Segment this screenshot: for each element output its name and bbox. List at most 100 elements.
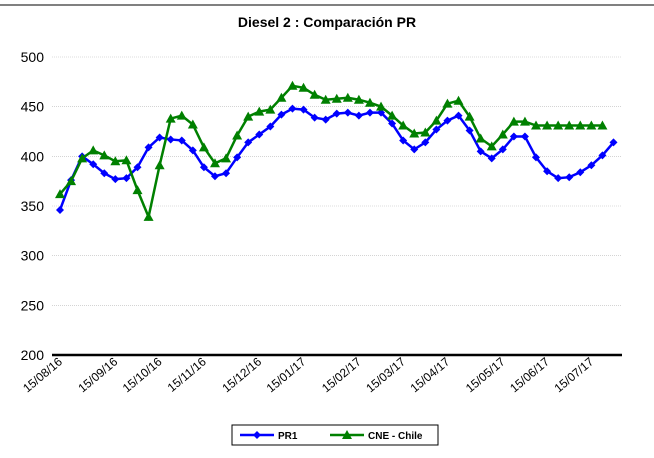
point	[442, 98, 453, 108]
point	[443, 116, 452, 125]
point	[100, 169, 109, 178]
y-tick-label: 350	[21, 198, 45, 214]
point	[209, 158, 220, 168]
point	[420, 127, 431, 137]
point	[432, 125, 441, 134]
point	[122, 174, 131, 183]
point	[464, 111, 475, 121]
point	[321, 115, 330, 124]
point	[475, 133, 486, 143]
point	[399, 136, 408, 145]
point	[532, 153, 541, 162]
y-tick-label: 200	[21, 347, 45, 363]
point	[508, 116, 519, 126]
point	[244, 138, 253, 147]
x-tick-label: 15/01/17	[264, 354, 309, 395]
point	[487, 154, 496, 163]
point	[155, 133, 164, 142]
point	[421, 138, 430, 147]
point	[77, 153, 88, 163]
point	[144, 143, 153, 152]
y-tick-label: 250	[21, 297, 45, 313]
legend-label: CNE - Chile	[368, 431, 423, 442]
point	[99, 150, 110, 160]
x-tick-label: 15/09/16	[75, 354, 120, 395]
x-tick-label: 15/02/17	[319, 354, 364, 395]
point	[587, 161, 596, 170]
point	[277, 110, 286, 119]
point	[56, 205, 64, 214]
point	[409, 128, 420, 138]
point	[453, 95, 464, 105]
point	[554, 174, 563, 183]
point	[431, 115, 442, 125]
point	[176, 110, 187, 120]
point	[254, 106, 265, 116]
point	[509, 132, 518, 141]
point	[255, 130, 264, 139]
point	[576, 168, 585, 177]
point	[110, 156, 121, 166]
legend-label: PR1	[278, 431, 298, 442]
point	[165, 113, 176, 123]
point	[575, 120, 586, 130]
point	[66, 176, 77, 186]
x-tick-label: 15/04/17	[408, 354, 453, 395]
legend-marker	[253, 431, 261, 439]
x-tick-label: 15/05/17	[463, 354, 508, 395]
point	[188, 146, 197, 155]
point	[232, 130, 243, 140]
x-tick-label: 15/12/16	[219, 354, 264, 395]
point	[199, 163, 208, 172]
point	[398, 120, 409, 130]
y-tick-label: 450	[21, 99, 45, 115]
point	[298, 82, 309, 92]
point	[498, 145, 507, 154]
point	[309, 89, 320, 99]
point	[454, 111, 463, 120]
point	[287, 80, 298, 90]
point	[55, 189, 65, 199]
point	[465, 126, 474, 135]
point	[121, 155, 132, 165]
point	[187, 119, 198, 129]
point	[222, 169, 231, 178]
point	[233, 153, 242, 162]
point	[497, 129, 508, 139]
point	[376, 101, 387, 111]
chart-title: Diesel 2 : Comparación PR	[238, 14, 416, 30]
point	[598, 151, 607, 160]
point	[597, 120, 608, 130]
point	[132, 185, 143, 195]
point	[89, 160, 98, 169]
y-tick-label: 400	[21, 148, 45, 164]
point	[542, 120, 553, 130]
point	[387, 110, 398, 120]
point	[198, 142, 209, 152]
point	[332, 109, 341, 118]
point	[586, 120, 597, 130]
point	[310, 113, 319, 122]
x-tick-label: 15/07/17	[552, 354, 597, 395]
point	[177, 136, 186, 145]
point	[133, 163, 142, 172]
point	[243, 111, 254, 121]
point	[553, 120, 564, 130]
point	[343, 108, 352, 117]
legend-marker	[342, 430, 352, 439]
point	[365, 108, 374, 117]
y-tick-label: 300	[21, 248, 45, 264]
point	[331, 93, 342, 103]
point	[221, 153, 232, 163]
x-tick-label: 15/10/16	[120, 354, 165, 395]
point	[353, 94, 364, 104]
point	[299, 105, 308, 114]
point	[520, 132, 529, 141]
point	[486, 141, 497, 151]
point	[609, 138, 618, 147]
point	[342, 92, 353, 102]
point	[154, 160, 165, 170]
point	[410, 145, 419, 154]
point	[266, 122, 275, 131]
